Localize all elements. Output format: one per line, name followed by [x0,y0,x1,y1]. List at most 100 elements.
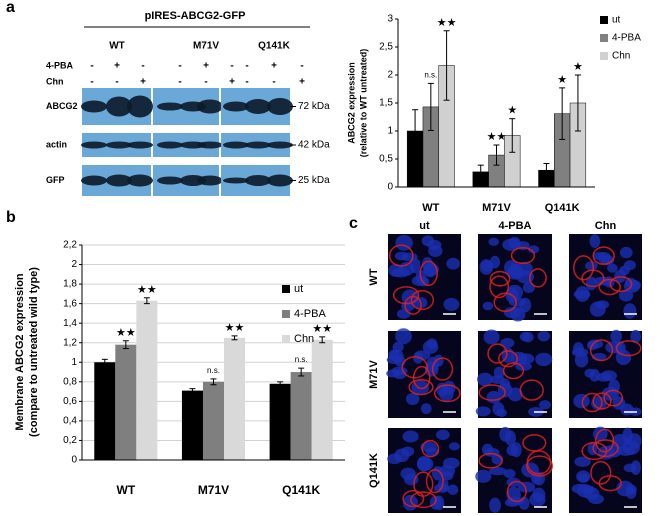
treatment-sign: + [299,77,305,88]
treatment-sign: + [229,77,235,88]
nucleus [392,341,404,353]
bar [115,344,137,460]
nucleus [416,455,431,472]
membrane [526,455,554,477]
membrane [603,389,624,407]
significance: ★ [507,104,517,117]
treatment-label: 4-PBA [46,60,74,70]
legend-swatch [600,34,608,42]
y-axis-label: Membrane ABCG2 expression [14,273,26,431]
membrane [419,260,438,287]
nucleus [443,297,460,311]
panel-label: a [6,0,15,16]
significance: n.s. [424,71,437,80]
membrane [592,392,612,410]
nucleus [625,484,637,495]
nucleus [447,484,459,495]
nucleus [428,245,443,257]
nucleus [619,246,633,259]
column-label: Chn [595,220,617,232]
y-tick-label: 2 [387,70,393,81]
blot-band [267,98,293,115]
nucleus [622,440,640,455]
nucleus [398,261,415,276]
treatment-sign: + [203,61,209,72]
membrane [522,434,547,452]
error-bar [493,144,500,166]
error-bar [122,340,129,350]
size-label: 72 kDa [298,101,330,112]
significance: ★★ [437,16,457,29]
nucleus [582,487,600,500]
nucleus [421,235,435,247]
error-bar [477,164,484,180]
membrane [589,339,614,362]
nucleus [504,498,521,507]
legend-swatch [282,285,290,293]
treatment-sign: + [114,61,120,72]
treatment-sign: - [230,61,233,72]
nucleus [401,446,415,457]
error-bar [574,74,581,132]
nucleus [529,492,546,507]
nucleus [499,426,512,442]
treatment-sign: - [300,61,303,72]
nucleus [506,265,524,280]
y-tick-label: 0,5 [379,154,393,165]
error-bar [509,118,516,153]
nucleus [527,245,540,254]
nucleus [578,473,590,483]
significance: ★★ [116,326,136,339]
nucleus [584,368,595,378]
treatment-sign: - [141,61,144,72]
nucleus [502,238,521,251]
legend-label: 4-PBA [612,33,641,44]
y-tick-label: 0,6 [63,396,77,407]
panel-label: c [349,215,358,232]
nucleus [600,370,617,382]
row-label: M71V [368,359,380,388]
nucleus [573,393,590,409]
x-tick-label: Q141K [545,202,580,214]
treatment-sign: - [272,77,275,88]
bar [181,390,203,460]
membrane [529,268,547,288]
x-tick-label: WT [422,202,439,214]
x-tick-label: WT [117,483,136,497]
nucleus [477,372,493,387]
error-bar [412,109,419,153]
membrane [510,246,536,265]
membrane [478,452,503,469]
y-tick-label: 2 [71,259,77,270]
error-bar [143,297,150,305]
nucleus [395,328,412,345]
bar [136,300,158,460]
nucleus [585,261,598,271]
nucleus [488,237,500,246]
nucleus [422,340,439,354]
legend-swatch [282,310,290,318]
nucleus [442,457,460,469]
legend-label: Chn [294,333,314,345]
error-bar [559,87,566,140]
treatment-sign: - [90,61,93,72]
membrane [581,269,605,288]
nucleus [623,260,636,271]
membrane [498,350,518,368]
nucleus [522,282,535,294]
nucleus [482,301,494,311]
nucleus [496,408,507,417]
nucleus [489,497,501,513]
nucleus [475,469,492,483]
nucleus [479,259,494,276]
blot-band [267,141,293,149]
column-label: ut [419,220,430,232]
nucleus [446,257,460,270]
nucleus [618,289,634,302]
membrane [388,244,414,267]
membrane [581,392,603,413]
membrane [404,295,422,315]
membrane [410,491,437,509]
treatment-sign: - [178,77,181,88]
blot-band [197,99,223,114]
